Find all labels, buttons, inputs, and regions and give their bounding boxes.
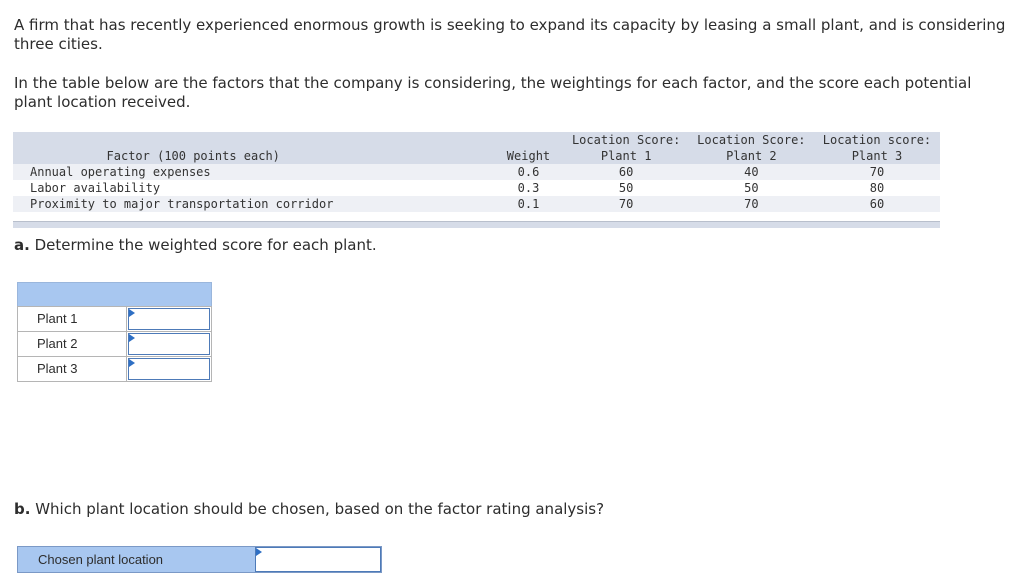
- answer-label-plant3: Plant 3: [18, 357, 127, 381]
- answer-row-plant1: Plant 1: [17, 306, 212, 332]
- header-plant2-line1: Location Score:: [697, 133, 806, 147]
- plant3-score-input[interactable]: [128, 358, 210, 380]
- cell-plant3: 60: [813, 196, 940, 212]
- answer-label-plant1: Plant 1: [18, 307, 127, 331]
- cell-plant3: 70: [813, 164, 940, 180]
- header-plant1-line2: Plant 1: [600, 149, 652, 163]
- cell-plant2: 50: [688, 180, 814, 196]
- chosen-plant-label: Chosen plant location: [18, 547, 255, 572]
- factor-table: Factor (100 points each) Weight Location…: [13, 132, 940, 212]
- header-weight: Weight: [493, 132, 564, 164]
- table-bottom-rule: [13, 221, 940, 228]
- question-a-text: Determine the weighted score for each pl…: [34, 236, 377, 254]
- cell-factor: Proximity to major transportation corrid…: [13, 196, 494, 212]
- input-flag-icon: [129, 309, 135, 317]
- question-a-letter: a.: [14, 236, 30, 254]
- question-b: b. Which plant location should be chosen…: [14, 500, 604, 519]
- question-b-text: Which plant location should be chosen, b…: [35, 500, 605, 518]
- answer-row-plant3: Plant 3: [17, 356, 212, 382]
- answer-label-plant2: Plant 2: [18, 332, 127, 356]
- plant2-score-input[interactable]: [128, 333, 210, 355]
- intro-paragraph-2: In the table below are the factors that …: [14, 74, 972, 111]
- cell-weight: 0.3: [493, 180, 564, 196]
- header-plant2: Location Score: Plant 2: [688, 132, 814, 164]
- header-plant2-line2: Plant 2: [726, 149, 777, 163]
- question-a: a. Determine the weighted score for each…: [14, 236, 377, 255]
- question-b-letter: b.: [14, 500, 31, 518]
- weighted-score-answer-grid: Plant 1 Plant 2 Plant 3: [17, 282, 212, 382]
- header-plant3: Location score: Plant 3: [813, 132, 940, 164]
- table-row: Proximity to major transportation corrid…: [13, 196, 940, 212]
- input-flag-icon: [129, 334, 135, 342]
- answer-row-plant2: Plant 2: [17, 331, 212, 357]
- cell-weight: 0.6: [493, 164, 564, 180]
- header-plant1-line1: Location Score:: [571, 133, 681, 147]
- header-plant3-line2: Plant 3: [851, 149, 903, 163]
- header-plant3-line1: Location score:: [822, 133, 932, 147]
- table-row: Annual operating expenses 0.6 60 40 70: [13, 164, 940, 180]
- cell-plant2: 40: [688, 164, 814, 180]
- table-row: Labor availability 0.3 50 50 80: [13, 180, 940, 196]
- cell-factor: Annual operating expenses: [13, 164, 494, 180]
- plant1-score-input[interactable]: [128, 308, 210, 330]
- chosen-plant-input[interactable]: [255, 547, 381, 572]
- cell-plant2: 70: [688, 196, 814, 212]
- input-flag-icon: [256, 548, 262, 556]
- cell-weight: 0.1: [493, 196, 564, 212]
- factor-table-header: Factor (100 points each) Weight Location…: [13, 132, 940, 164]
- header-factor: Factor (100 points each): [13, 132, 494, 164]
- input-flag-icon: [129, 359, 135, 367]
- cell-plant3: 80: [813, 180, 940, 196]
- intro-paragraph-1: A firm that has recently experienced eno…: [14, 16, 1006, 53]
- cell-plant1: 50: [563, 180, 689, 196]
- header-plant1: Location Score: Plant 1: [563, 132, 689, 164]
- answer-grid-header: [17, 282, 212, 307]
- chosen-plant-answer: Chosen plant location: [17, 546, 382, 573]
- cell-factor: Labor availability: [13, 180, 494, 196]
- cell-plant1: 70: [563, 196, 689, 212]
- cell-plant1: 60: [563, 164, 689, 180]
